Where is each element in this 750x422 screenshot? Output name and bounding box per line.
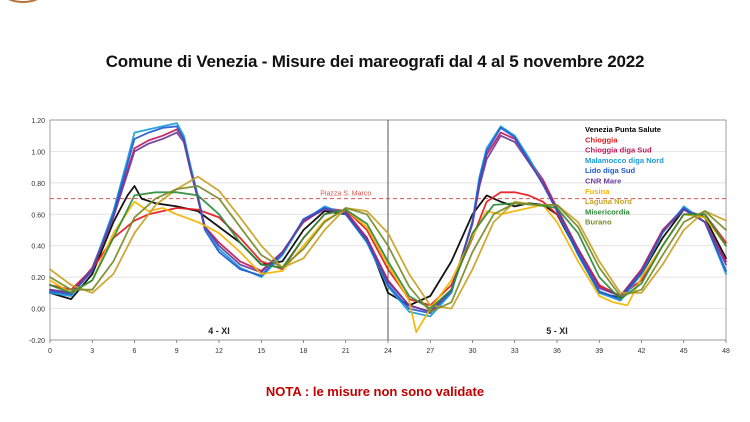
y-tick-label: 0.20 [31,275,45,282]
legend-entry-7: Fusina [585,187,610,196]
legend-entry-2: Chioggia [585,135,618,144]
day-label: 4 - XI [208,326,230,336]
legend-entry-5: Lido diga Sud [585,166,636,175]
x-tick-label: 0 [48,348,52,355]
reference-line-label: Piazza S. Marco [320,191,371,198]
legend-entry-9: Misericordia [585,207,631,216]
series-line-9 [49,191,727,310]
x-tick-label: 27 [426,348,434,355]
series-line-6 [49,131,727,313]
x-tick-label: 15 [257,348,265,355]
series-line-7 [49,200,727,333]
series-line-8 [49,175,727,310]
x-tick-label: 36 [553,348,561,355]
y-tick-label: 0.60 [31,212,45,219]
collegio-seal-logo: COLLEGIO [6,0,41,3]
y-tick-label: 0.80 [31,181,45,188]
y-tick-label: 0.00 [31,307,45,314]
x-tick-label: 48 [722,348,730,355]
y-tick-label: -0.20 [29,338,45,345]
legend-entry-8: Laguna Nord [585,197,632,206]
x-tick-label: 6 [133,348,137,355]
legend-entry-6: CNR Mare [585,177,621,186]
x-tick-label: 12 [215,348,223,355]
x-tick-label: 21 [342,348,350,355]
x-tick-label: 45 [680,348,688,355]
validation-note: NOTA : le misure non sono validate [265,384,485,399]
x-tick-label: 39 [595,348,603,355]
y-tick-label: 0.40 [31,244,45,251]
x-tick-label: 3 [90,348,94,355]
legend-entry-10: Burano [585,218,612,227]
page-title: Comune di Venezia - Misure dei mareograf… [105,52,645,71]
day-label: 5 - XI [546,326,568,336]
legend-entry-4: Malamocco diga Nord [585,156,664,165]
x-tick-label: 24 [384,348,392,355]
svg-text:COLLEGIO: COLLEGIO [6,0,41,2]
x-tick-label: 30 [469,348,477,355]
x-tick-label: 9 [175,348,179,355]
series-line-10 [49,185,727,313]
y-tick-label: 1.20 [31,118,45,125]
x-tick-label: 42 [638,348,646,355]
legend-entry-1: Venezia Punta Salute [585,125,661,134]
x-tick-label: 33 [511,348,519,355]
y-tick-label: 1.00 [31,149,45,156]
x-tick-label: 18 [300,348,308,355]
legend-entry-3: Chioggia diga Sud [585,146,652,155]
